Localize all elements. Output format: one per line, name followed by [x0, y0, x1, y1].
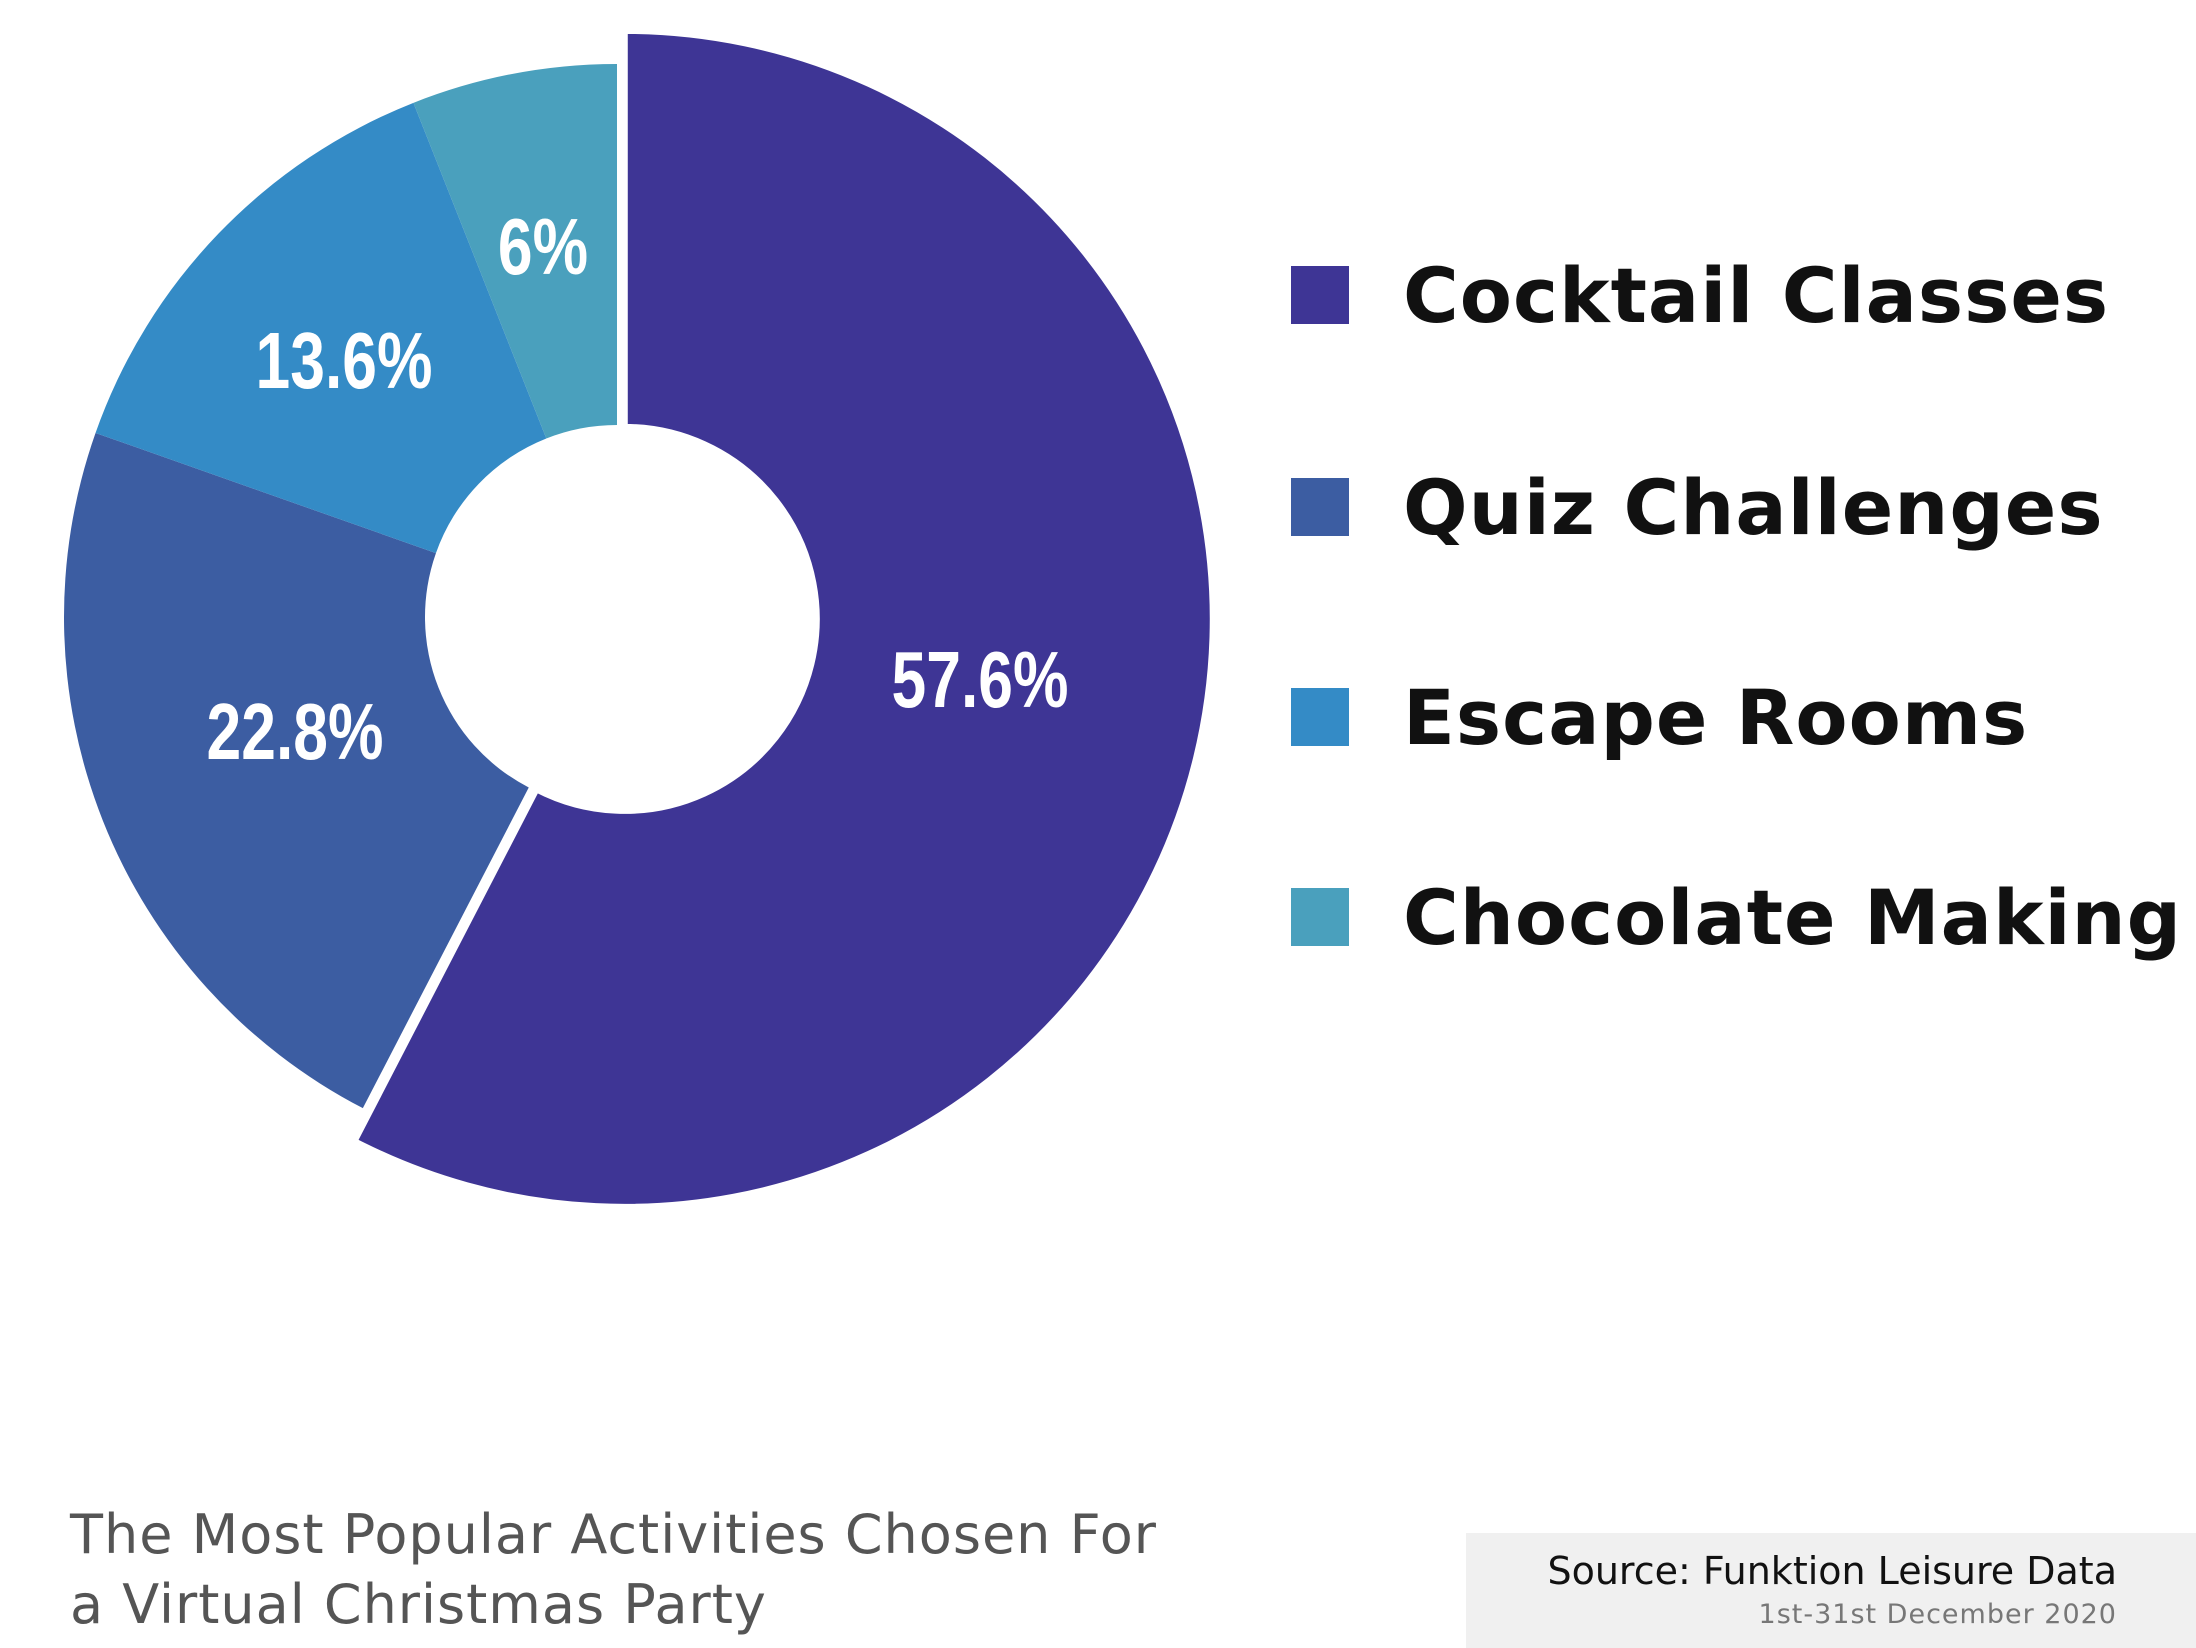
- legend-label: Chocolate Making: [1403, 872, 2183, 962]
- slice-escape-rooms: [95, 102, 547, 554]
- donut-chart: 57.6% 22.8% 13.6% 6%: [63, 27, 1216, 1210]
- slice-label-cocktail-classes: 57.6%: [892, 636, 1069, 725]
- legend-item-chocolate-making: Chocolate Making: [1291, 872, 2182, 962]
- source-box: Source: Funktion Leisure Data 1st-31st D…: [1466, 1533, 2196, 1648]
- slice-chocolate-making: [413, 64, 617, 439]
- legend-item-escape-rooms: Escape Rooms: [1291, 672, 2028, 762]
- chart-title-line-1: The Most Popular Activities Chosen For: [70, 1503, 1157, 1566]
- legend-swatch: [1291, 888, 1349, 946]
- date-range: 1st-31st December 2020: [1758, 1599, 2117, 1630]
- chart-title-line-2: a Virtual Christmas Party: [70, 1573, 767, 1636]
- slice-cocktail-classes: [350, 27, 1216, 1210]
- legend-item-cocktail-classes: Cocktail Classes: [1291, 250, 2109, 340]
- legend-item-quiz-challenges: Quiz Challenges: [1291, 462, 2104, 552]
- source-text: Source: Funktion Leisure Data: [1547, 1549, 2117, 1593]
- slice-label-escape-rooms: 13.6%: [256, 317, 433, 406]
- legend-label: Quiz Challenges: [1403, 462, 2104, 552]
- legend-swatch: [1291, 266, 1349, 324]
- legend-swatch: [1291, 688, 1349, 746]
- slice-label-quiz-challenges: 22.8%: [207, 688, 384, 777]
- legend-swatch: [1291, 478, 1349, 536]
- slice-label-chocolate-making: 6%: [498, 203, 588, 292]
- chart-title: The Most Popular Activities Chosen For a…: [70, 1500, 1157, 1640]
- legend-label: Escape Rooms: [1403, 672, 2029, 762]
- legend-label: Cocktail Classes: [1403, 250, 2110, 340]
- slice-quiz-challenges: [63, 432, 529, 1109]
